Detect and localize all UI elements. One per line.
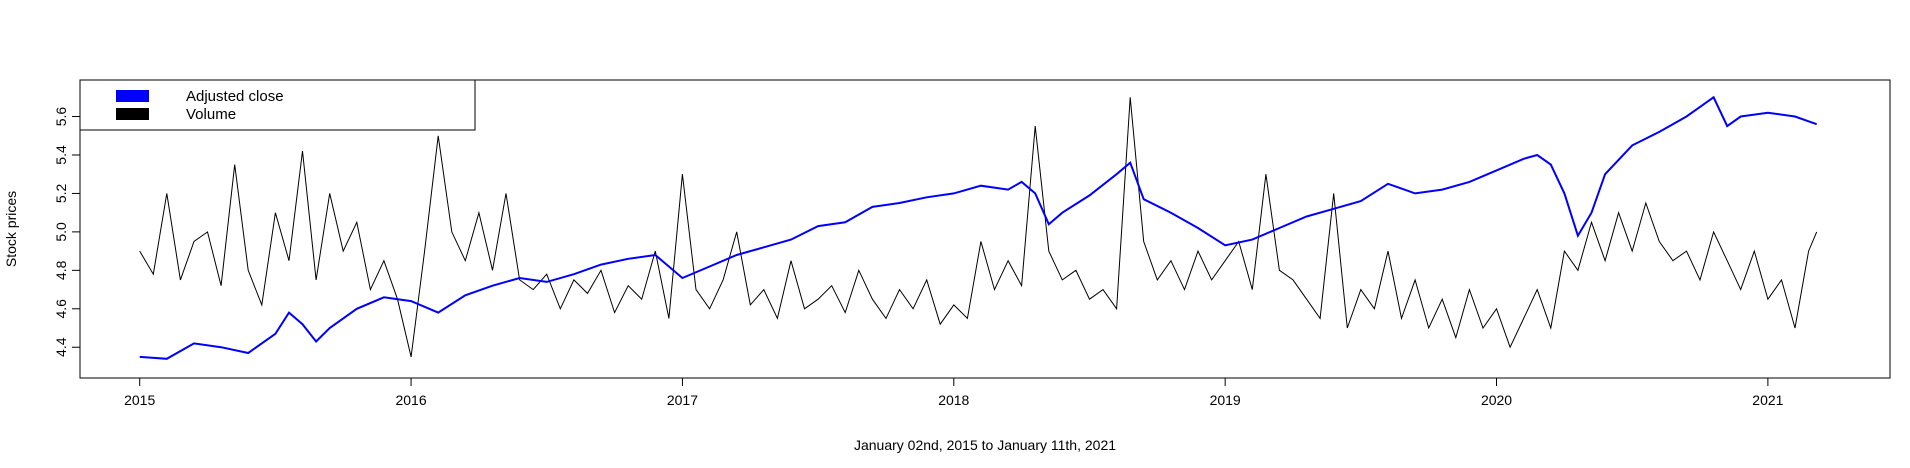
x-tick-label: 2019	[1210, 392, 1241, 408]
y-tick-label: 4.8	[53, 260, 69, 280]
legend-swatch	[116, 90, 149, 102]
y-tick-label: 5.2	[53, 183, 69, 203]
legend-swatch	[116, 108, 149, 120]
plot-frame	[79, 79, 1891, 379]
legend-box	[79, 79, 476, 131]
x-tick-label: 2020	[1481, 392, 1512, 408]
legend-label: Adjusted close	[186, 88, 284, 105]
x-tick-label: 2015	[124, 392, 155, 408]
y-tick-label: 4.6	[53, 299, 69, 319]
y-axis-label: Stock prices	[3, 191, 19, 267]
series-lines	[139, 95, 1818, 360]
axis-ticks: 2015 2016 2017 2018 2019 2020 2021 4.4 4.6 4.8 5.0…	[53, 107, 1784, 408]
y-tick-label: 5.6	[53, 107, 69, 127]
x-tick-label: 2021	[1752, 392, 1783, 408]
legend-label: Volume	[186, 106, 236, 123]
x-tick-label: 2018	[938, 392, 969, 408]
y-tick-label: 5.4	[53, 145, 69, 165]
x-axis-label: January 02nd, 2015 to January 11th, 2021	[854, 437, 1116, 453]
series-line-volume	[139, 97, 1818, 358]
x-tick-label: 2016	[395, 392, 426, 408]
y-tick-label: 5.0	[53, 222, 69, 242]
y-tick-label: 4.4	[53, 337, 69, 357]
x-tick-label: 2017	[667, 392, 698, 408]
series-line-adjusted-close	[139, 95, 1818, 360]
